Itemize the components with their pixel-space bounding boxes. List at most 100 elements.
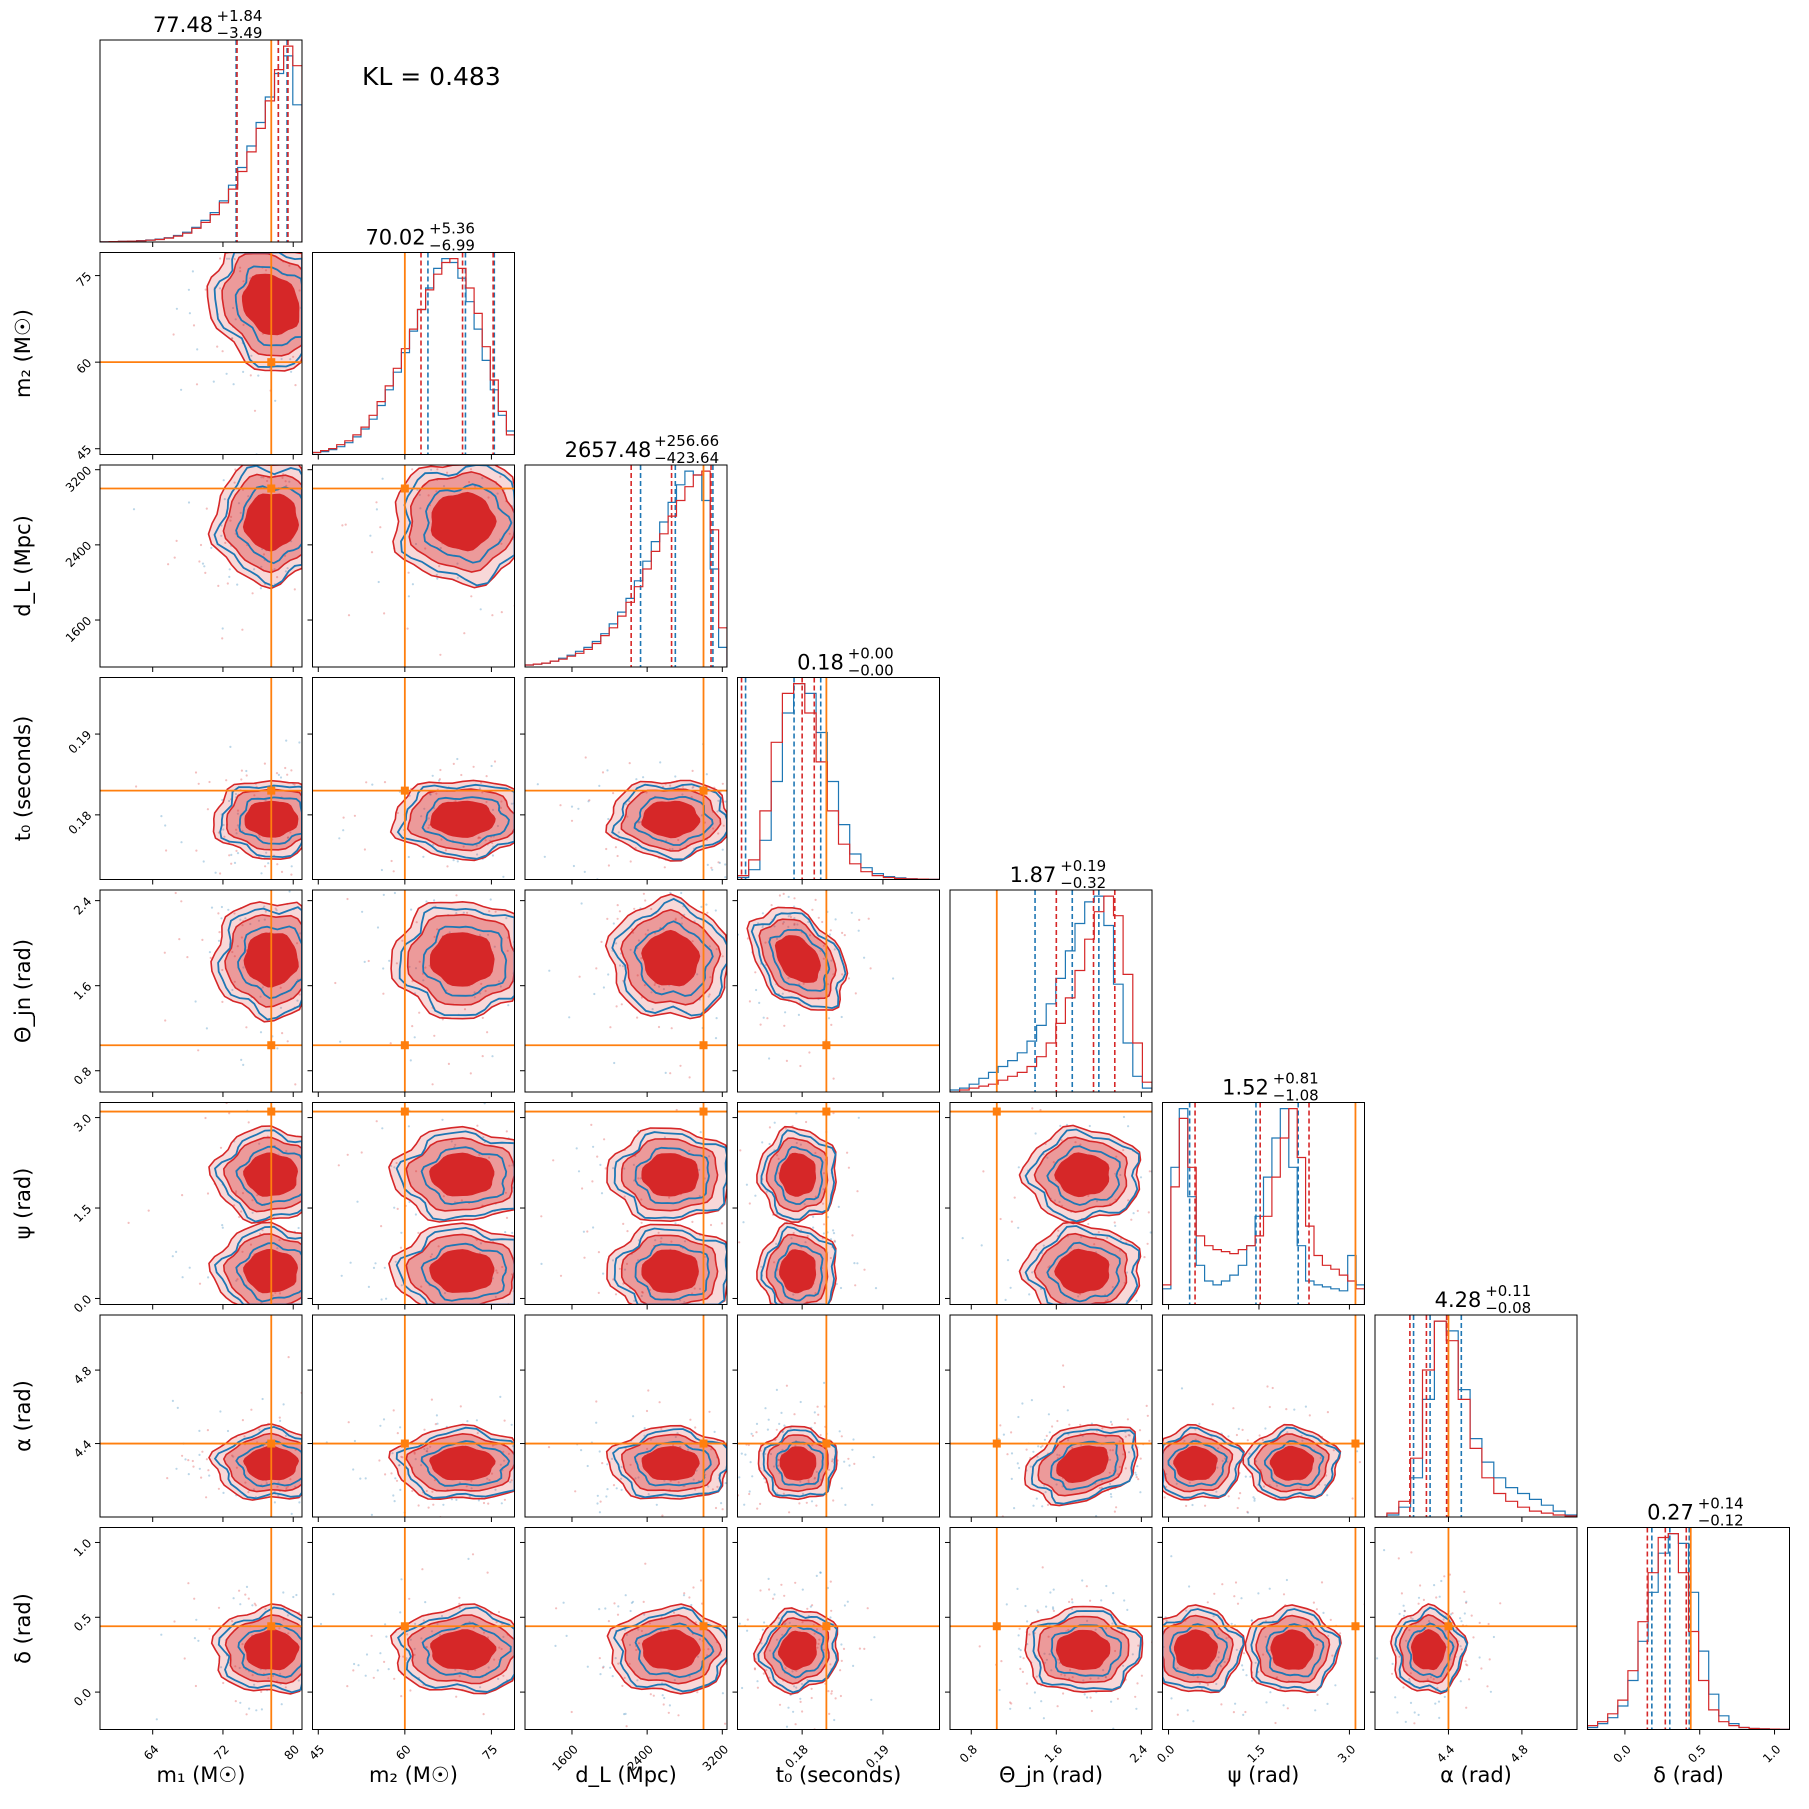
sample-point xyxy=(628,1662,631,1665)
sample-point xyxy=(711,868,714,871)
sample-point xyxy=(669,1479,672,1483)
sample-point xyxy=(822,1202,825,1205)
sample-point xyxy=(384,1623,387,1626)
sample-point xyxy=(278,1627,281,1630)
sample-point xyxy=(714,1037,718,1040)
sample-point xyxy=(230,853,233,857)
sample-point xyxy=(728,911,730,913)
contour-b-outer xyxy=(750,911,847,1010)
sample-point xyxy=(662,1703,665,1706)
sample-point xyxy=(602,1665,605,1668)
sample-point xyxy=(698,1638,702,1641)
sample-point xyxy=(609,1026,612,1029)
sample-point xyxy=(273,1501,276,1504)
sample-point xyxy=(1170,1697,1173,1700)
sample-point xyxy=(308,379,310,381)
sample-point xyxy=(633,1299,636,1302)
sample-point xyxy=(632,1163,636,1166)
sample-point xyxy=(423,1428,426,1431)
sample-point xyxy=(279,1419,282,1422)
sample-point xyxy=(748,1000,752,1003)
sample-point xyxy=(348,222,350,224)
sample-point xyxy=(259,1031,263,1034)
sample-point xyxy=(1144,1435,1146,1437)
sample-point xyxy=(267,208,269,210)
sample-point xyxy=(500,1502,503,1505)
sample-point xyxy=(799,884,801,886)
sample-point xyxy=(1158,1478,1160,1480)
sample-point xyxy=(847,884,849,886)
sample-point xyxy=(1159,1273,1161,1275)
sample-point xyxy=(663,1479,666,1482)
sample-point xyxy=(621,1684,624,1687)
sample-point xyxy=(342,219,344,221)
sample-point xyxy=(1255,1460,1258,1463)
sample-point xyxy=(175,539,178,543)
sample-point xyxy=(1191,1503,1194,1507)
panel-m1-theta: 0.81.62.4 xyxy=(71,889,303,1097)
panel-frame xyxy=(312,677,515,880)
sample-point xyxy=(195,1618,198,1621)
sample-point xyxy=(756,1604,758,1606)
panel-m1-m1: 77.48 +1.84−3.49 xyxy=(99,7,303,247)
sample-point xyxy=(308,1578,310,1580)
sample-point xyxy=(618,964,622,967)
sample-point xyxy=(657,1025,661,1029)
sample-point xyxy=(233,955,236,958)
sample-point xyxy=(276,576,279,579)
sample-point xyxy=(586,1665,589,1668)
sample-point xyxy=(347,1190,349,1192)
sample-point xyxy=(1052,1609,1055,1612)
sample-point xyxy=(383,1487,385,1489)
sample-point xyxy=(305,365,307,367)
contour-b-inner xyxy=(774,1145,824,1205)
sample-point xyxy=(392,870,395,873)
sample-point xyxy=(212,380,215,383)
sample-point xyxy=(334,776,336,778)
sample-point xyxy=(698,1287,702,1290)
sample-point xyxy=(841,973,844,976)
sample-point xyxy=(1137,1644,1140,1647)
sample-point xyxy=(257,919,261,922)
sample-point xyxy=(602,1272,605,1275)
contour-b-inner xyxy=(235,1439,302,1488)
title-plus-m1: +1.84 xyxy=(217,7,263,25)
sample-point xyxy=(1153,1240,1155,1242)
sample-point xyxy=(604,1607,607,1610)
sample-point xyxy=(663,1696,666,1700)
sample-point xyxy=(304,1682,306,1684)
sample-point xyxy=(773,1593,776,1596)
panel-frame xyxy=(1162,1527,1365,1730)
sample-point xyxy=(832,1077,835,1080)
sample-point xyxy=(415,1170,418,1173)
sample-point xyxy=(640,957,643,960)
sample-point xyxy=(205,1458,208,1461)
sample-point xyxy=(1266,1385,1269,1388)
sample-point xyxy=(570,819,574,822)
sample-point xyxy=(470,1480,473,1483)
sample-point xyxy=(1017,1166,1020,1169)
sample-point xyxy=(1124,1435,1127,1438)
sample-point xyxy=(1074,1141,1077,1144)
sample-point xyxy=(339,1155,341,1157)
sample-point xyxy=(753,1667,757,1670)
sample-point xyxy=(1400,1592,1403,1595)
sample-point xyxy=(396,1207,399,1210)
sample-point xyxy=(1250,1619,1253,1622)
sample-point xyxy=(815,1628,819,1631)
sample-point xyxy=(1264,1427,1267,1430)
sample-point xyxy=(1083,1693,1086,1696)
sample-point xyxy=(765,1190,769,1193)
sample-point xyxy=(827,1468,831,1471)
panel-t0-t0: 0.18 +0.00−0.00 xyxy=(737,645,940,885)
sample-point xyxy=(228,575,231,579)
sample-point xyxy=(258,836,261,839)
sample-point xyxy=(399,1611,402,1614)
sample-point xyxy=(1315,1608,1318,1611)
sample-point xyxy=(605,1098,607,1100)
sample-point xyxy=(768,1676,771,1679)
sample-point xyxy=(171,1255,174,1258)
sample-point xyxy=(793,905,796,908)
sample-point xyxy=(628,1643,632,1646)
sample-point xyxy=(1241,1428,1244,1431)
